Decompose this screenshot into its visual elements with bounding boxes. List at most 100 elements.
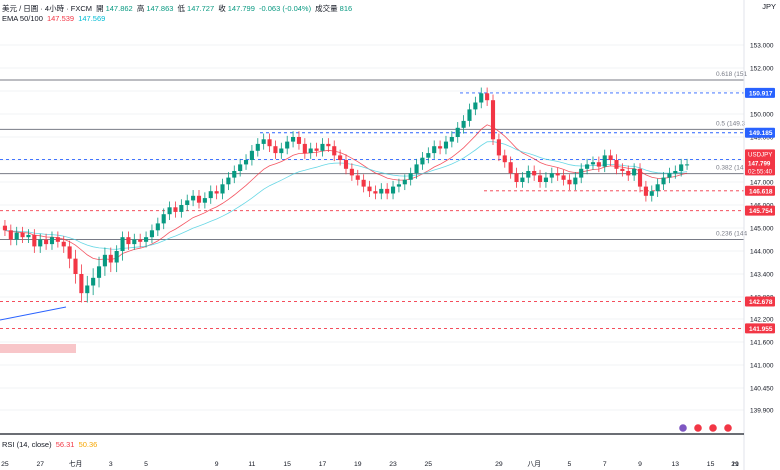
- candle-body[interactable]: [85, 285, 90, 294]
- candle-body[interactable]: [349, 168, 354, 176]
- event-flag-icon[interactable]: [678, 423, 688, 433]
- price-marker-tag[interactable]: [745, 323, 775, 334]
- symbol-title[interactable]: 美元 / 日圓 · 4小時 · FXCM: [2, 4, 92, 13]
- candle-body[interactable]: [432, 146, 437, 154]
- candle-body[interactable]: [361, 179, 366, 187]
- candle-body[interactable]: [585, 164, 590, 169]
- candle-body[interactable]: [661, 177, 666, 185]
- candle-body[interactable]: [249, 150, 254, 160]
- trendline[interactable]: [0, 306, 67, 321]
- candle-body[interactable]: [320, 143, 325, 151]
- candle-body[interactable]: [243, 160, 249, 165]
- price-marker-tag[interactable]: [745, 87, 775, 98]
- price-marker-tag[interactable]: [745, 205, 775, 216]
- candle-body[interactable]: [161, 214, 166, 224]
- candle-body[interactable]: [79, 274, 84, 294]
- candle-body[interactable]: [238, 164, 243, 171]
- candle-body[interactable]: [685, 164, 690, 166]
- candle-body[interactable]: [637, 168, 643, 187]
- candle-body[interactable]: [673, 171, 678, 174]
- candle-body[interactable]: [573, 177, 578, 185]
- candle-body[interactable]: [208, 191, 213, 199]
- candle-body[interactable]: [108, 254, 113, 263]
- candle-body[interactable]: [514, 173, 519, 182]
- candle-body[interactable]: [343, 160, 349, 169]
- candle-body[interactable]: [138, 239, 143, 242]
- rsi-legend[interactable]: RSI (14, close) 56.31 50.36: [2, 440, 99, 449]
- candle-body[interactable]: [473, 102, 478, 110]
- event-flag-icon[interactable]: [693, 423, 703, 433]
- candle-body[interactable]: [332, 146, 337, 156]
- event-icons[interactable]: [678, 423, 733, 433]
- candle-body[interactable]: [179, 205, 184, 212]
- candle-body[interactable]: [326, 143, 331, 147]
- candle-body[interactable]: [549, 173, 554, 178]
- candle-body[interactable]: [302, 143, 307, 154]
- candle-body[interactable]: [126, 237, 131, 245]
- candle-body[interactable]: [61, 241, 66, 247]
- candle-body[interactable]: [155, 223, 160, 231]
- candle-body[interactable]: [261, 139, 266, 144]
- candle-body[interactable]: [602, 155, 607, 167]
- candle-body[interactable]: [537, 175, 543, 182]
- candle-body[interactable]: [502, 155, 507, 163]
- candle-body[interactable]: [226, 177, 231, 185]
- candle-body[interactable]: [144, 237, 149, 242]
- event-flag-icon[interactable]: [723, 423, 733, 433]
- candle-body[interactable]: [614, 160, 619, 169]
- candle-body[interactable]: [390, 186, 396, 194]
- price-marker-tag[interactable]: [745, 185, 775, 196]
- candle-body[interactable]: [191, 195, 196, 201]
- candle-body[interactable]: [132, 239, 137, 245]
- candle-body[interactable]: [202, 198, 207, 203]
- candle-body[interactable]: [649, 191, 654, 196]
- candle-body[interactable]: [8, 230, 13, 240]
- candle-body[interactable]: [149, 230, 155, 238]
- candle-body[interactable]: [196, 195, 202, 203]
- candle-body[interactable]: [220, 184, 225, 194]
- candle-body[interactable]: [44, 239, 49, 245]
- candle-body[interactable]: [314, 148, 319, 151]
- candle-body[interactable]: [91, 277, 96, 286]
- event-flag-icon[interactable]: [708, 423, 718, 433]
- candle-body[interactable]: [185, 200, 190, 205]
- candle-body[interactable]: [626, 171, 631, 176]
- candle-body[interactable]: [579, 168, 584, 178]
- candle-body[interactable]: [420, 157, 425, 165]
- candle-body[interactable]: [214, 191, 219, 194]
- candle-body[interactable]: [508, 162, 513, 174]
- candle-body[interactable]: [267, 139, 272, 147]
- candle-body[interactable]: [38, 239, 43, 247]
- candle-body[interactable]: [49, 237, 55, 245]
- candle-body[interactable]: [273, 146, 278, 154]
- candles[interactable]: [2, 87, 690, 303]
- candle-body[interactable]: [496, 139, 501, 156]
- candle-body[interactable]: [55, 237, 60, 242]
- candle-body[interactable]: [596, 162, 601, 167]
- candle-body[interactable]: [67, 246, 72, 259]
- candle-body[interactable]: [396, 184, 401, 187]
- candle-body[interactable]: [679, 164, 684, 171]
- candle-body[interactable]: [120, 237, 125, 251]
- candle-body[interactable]: [338, 155, 343, 160]
- candle-body[interactable]: [479, 93, 484, 103]
- candle-body[interactable]: [414, 164, 419, 174]
- candle-body[interactable]: [20, 232, 25, 238]
- candle-body[interactable]: [285, 141, 290, 149]
- candle-body[interactable]: [73, 258, 78, 274]
- candle-body[interactable]: [279, 148, 284, 154]
- price-axis[interactable]: 153.000152.000151.000150.000149.000148.0…: [745, 43, 775, 415]
- candle-body[interactable]: [455, 127, 460, 137]
- candle-body[interactable]: [32, 234, 37, 247]
- candle-body[interactable]: [408, 173, 413, 180]
- candle-body[interactable]: [426, 153, 431, 158]
- candle-body[interactable]: [620, 168, 625, 171]
- candle-body[interactable]: [632, 168, 637, 176]
- candle-body[interactable]: [655, 184, 660, 192]
- last-price-tag[interactable]: [745, 149, 775, 176]
- candle-body[interactable]: [167, 207, 172, 215]
- candle-body[interactable]: [173, 207, 178, 212]
- candle-body[interactable]: [402, 179, 407, 185]
- candle-body[interactable]: [643, 186, 648, 196]
- candle-body[interactable]: [608, 155, 613, 160]
